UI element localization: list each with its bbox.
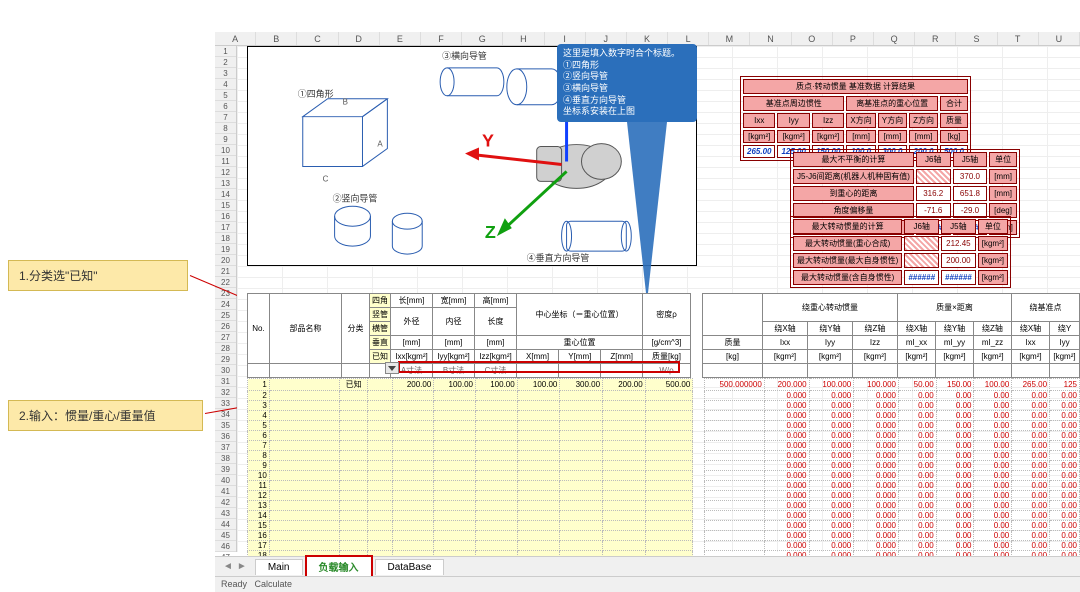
prev-icon[interactable]: ◄ xyxy=(223,561,233,572)
tab-load-input[interactable]: 负载输入 xyxy=(305,555,373,578)
svg-text:Z: Z xyxy=(485,222,496,242)
tab-main[interactable]: Main xyxy=(255,559,303,575)
worksheet[interactable]: ①四角形 ③横向导管 ②竖向导管 ④垂直 xyxy=(237,46,1080,552)
info-bubble: 这里是填入数字时合个标题。 ①四角形 ②竖向导管 ③横向导管 ④垂直方向导管 坐… xyxy=(557,44,697,122)
next-icon[interactable]: ► xyxy=(237,561,247,572)
status-bar: Ready Calculate xyxy=(215,576,1080,592)
label-shape3: ③横向导管 xyxy=(442,50,487,61)
label-shape1: ①四角形 xyxy=(298,88,334,99)
svg-text:Y: Y xyxy=(482,131,494,151)
svg-text:B: B xyxy=(343,98,348,107)
sheet-tabs: ◄ ► Main 负载输入 DataBase xyxy=(215,556,1080,576)
row-headers: 1234567891011121314151617181920212223242… xyxy=(215,46,237,552)
tab-database[interactable]: DataBase xyxy=(375,559,445,575)
instruction-callout-1: 1.分类选"已知" xyxy=(8,260,188,291)
main-data-rows[interactable]: 1已知200.00100.00100.00100.00300.00200.005… xyxy=(247,378,1080,561)
main-header-table: No. 部品名称 分类 四角 长[mm] 宽[mm] 高[mm] 中心坐标（＝重… xyxy=(247,293,1080,378)
main-data-area: No. 部品名称 分类 四角 长[mm] 宽[mm] 高[mm] 中心坐标（＝重… xyxy=(247,293,1080,561)
tab-nav[interactable]: ◄ ► xyxy=(215,561,255,572)
instruction-callout-2: 2.输入：惯量/重心/重量值 xyxy=(8,400,203,431)
label-shape4: ④垂直方向导管 xyxy=(527,252,590,263)
result-table-max-inertia: 最大转动惯量的计算J6轴J5轴单位 最大转动惯量(重心合成)212.45[kgm… xyxy=(790,216,1011,288)
svg-text:A: A xyxy=(377,140,383,149)
svg-text:C: C xyxy=(323,174,329,183)
label-shape2: ②竖向导管 xyxy=(333,192,378,203)
dropdown-icon[interactable] xyxy=(385,362,399,374)
